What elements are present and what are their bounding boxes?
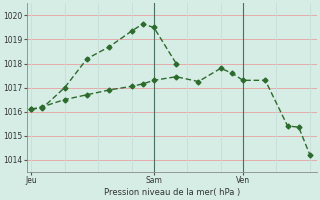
X-axis label: Pression niveau de la mer( hPa ): Pression niveau de la mer( hPa ) — [104, 188, 240, 197]
